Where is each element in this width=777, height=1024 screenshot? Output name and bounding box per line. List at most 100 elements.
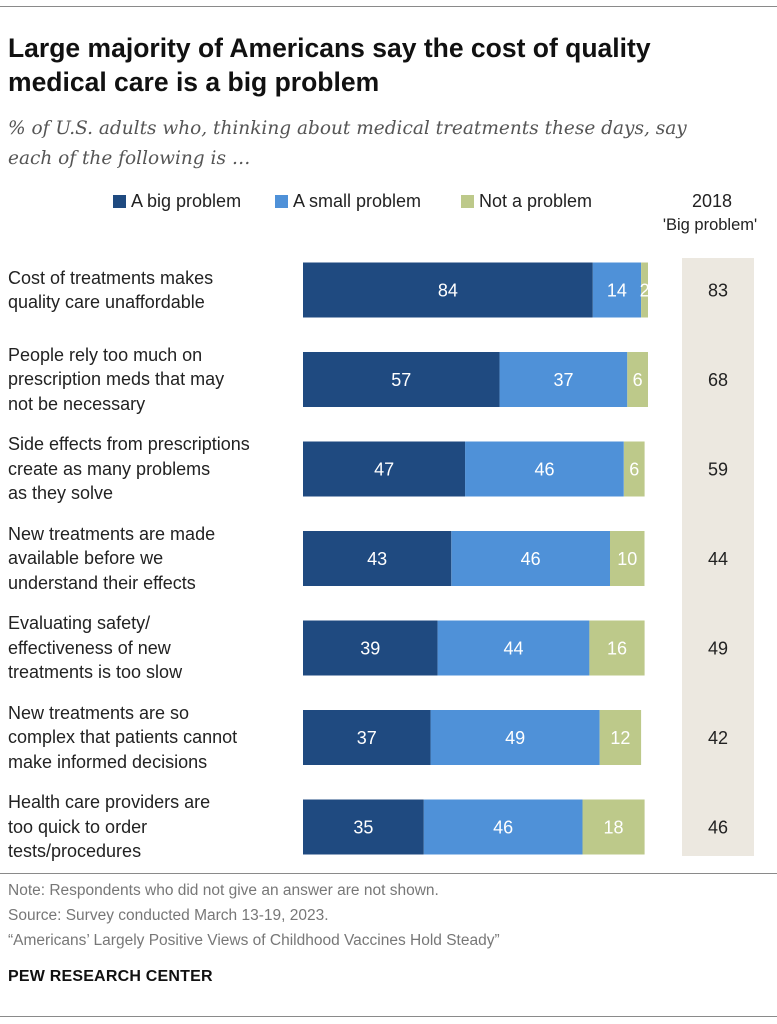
category-label-6-line-2: complex that patients cannot	[8, 727, 238, 748]
chart-subtitle: % of U.S. adults who, thinking about med…	[8, 114, 768, 174]
footer-report: “Americans’ Largely Positive Views of Ch…	[8, 932, 500, 949]
data-label-big-row-6: 37	[357, 728, 377, 748]
category-label-6-line-1: New treatments are so	[8, 702, 190, 723]
footer-rule	[0, 873, 777, 874]
chart-title-line-2: medical care is a big problem	[8, 67, 380, 97]
comparison-2018-value-row-6: 42	[708, 728, 728, 748]
category-label-3: Side effects from prescriptions create as…	[8, 432, 303, 506]
category-label-6-line-3: make informed decisions	[8, 751, 208, 772]
category-label-1-line-1: Cost of treatments makes	[8, 267, 214, 288]
bar-not-row-3	[623, 441, 645, 497]
data-label-small-row-6: 49	[505, 728, 525, 748]
legend-swatch-not-a-problem	[461, 194, 474, 208]
bar-small-row-6	[430, 710, 600, 765]
chart-subtitle-line-1: % of U.S. adults who, thinking about med…	[8, 118, 687, 139]
category-label-1: Cost of treatments makes quality care una…	[8, 266, 303, 315]
legend-item-not-a-problem: Not a problem	[461, 190, 592, 212]
category-label-5-line-2: effectiveness of new	[8, 637, 171, 658]
bar-not-row-7	[582, 799, 645, 855]
category-label-4-line-2: available before we	[8, 548, 164, 569]
category-label-2-line-2: prescription meds that may	[8, 369, 225, 390]
category-label-3-line-1: Side effects from prescriptions	[8, 434, 250, 455]
bar-big-row-1	[303, 262, 593, 318]
category-label-6: New treatments are so complex that patien…	[8, 701, 303, 775]
category-label-1-line-2: quality care unaffordable	[8, 292, 205, 312]
category-label-3-line-2: create as many problems	[8, 458, 211, 479]
data-label-not-row-2: 6	[633, 370, 643, 390]
bar-small-row-5	[437, 620, 590, 676]
category-label-4-line-3: understand their effects	[8, 572, 196, 593]
category-label-2: People rely too much on prescription meds…	[8, 343, 303, 417]
category-label-7-line-2: too quick to order	[8, 816, 148, 837]
bottom-rule	[0, 1016, 777, 1017]
chart-subtitle-line-2: each of the following is …	[8, 148, 251, 169]
chart-title-line-1: Large majority of Americans say the cost…	[8, 33, 651, 63]
data-label-not-row-4: 10	[617, 549, 637, 569]
data-label-small-row-4: 46	[521, 549, 541, 569]
category-label-4-line-1: New treatments are made	[8, 523, 216, 544]
bar-not-row-1	[641, 262, 648, 318]
legend-item-small-problem: A small problem	[275, 190, 421, 212]
comparison-2018-value-row-7: 46	[708, 818, 728, 838]
bar-small-row-4	[451, 531, 611, 586]
chart-title: Large majority of Americans say the cost…	[8, 31, 768, 99]
bar-big-row-2	[303, 352, 500, 407]
data-label-small-row-7: 46	[493, 818, 513, 838]
data-label-not-row-5: 16	[607, 639, 627, 659]
bar-not-row-4	[610, 531, 645, 586]
legend-item-big-problem: A big problem	[113, 190, 241, 212]
bar-small-row-2	[499, 352, 628, 407]
category-label-7: Health care providers are too quick to or…	[8, 790, 303, 864]
category-label-4: New treatments are made available before …	[8, 522, 303, 596]
comparison-2018-value-row-3: 59	[708, 460, 728, 480]
legend-swatch-small-problem	[275, 194, 288, 208]
bar-big-row-6	[303, 710, 431, 765]
bar-big-row-7	[303, 799, 424, 855]
category-label-2-line-1: People rely too much on	[8, 344, 203, 365]
bar-big-row-4	[303, 531, 452, 586]
category-label-7-line-3: tests/procedures	[8, 841, 142, 862]
category-label-7-line-1: Health care providers are	[8, 792, 211, 813]
data-label-small-row-5: 44	[503, 639, 523, 659]
comparison-2018-value-row-2: 68	[708, 370, 728, 390]
data-label-not-row-3: 6	[629, 460, 639, 480]
bar-big-row-3	[303, 441, 466, 497]
bar-small-row-7	[423, 799, 583, 855]
data-label-small-row-1: 14	[607, 281, 627, 301]
footer-note: Note: Respondents who did not give an an…	[8, 882, 439, 899]
legend-label-not-a-problem: Not a problem	[479, 190, 593, 211]
data-label-big-row-1: 84	[438, 281, 458, 301]
comparison-2018-value-row-4: 44	[708, 549, 728, 569]
top-rule	[0, 6, 777, 7]
data-label-not-row-6: 12	[610, 728, 630, 748]
comparison-2018-value-row-5: 49	[708, 639, 728, 659]
bar-not-row-5	[589, 620, 645, 676]
data-label-big-row-3: 47	[374, 460, 394, 480]
data-label-not-row-7: 18	[603, 818, 623, 838]
category-label-3-line-3: as they solve	[8, 483, 114, 504]
data-label-small-row-3: 46	[534, 460, 554, 480]
category-label-5-line-1: Evaluating safety/	[8, 613, 151, 634]
data-label-big-row-2: 57	[391, 370, 411, 390]
data-label-small-row-2: 37	[553, 370, 573, 390]
category-label-2-line-3: not be necessary	[8, 393, 146, 414]
category-label-5-line-3: treatments is too slow	[8, 662, 183, 683]
bar-big-row-5	[303, 620, 438, 676]
comparison-panel	[682, 258, 754, 856]
legend-swatch-big-problem	[113, 194, 126, 208]
data-label-big-row-5: 39	[360, 639, 380, 659]
bar-not-row-2	[627, 352, 648, 407]
bar-small-row-1	[592, 262, 642, 318]
data-label-big-row-4: 43	[367, 549, 387, 569]
data-label-not-row-1: 2	[640, 281, 650, 301]
legend-label-small-problem: A small problem	[293, 190, 422, 211]
bar-not-row-6	[599, 710, 642, 765]
comparison-column-subheader: 'Big problem'	[662, 216, 758, 234]
footer-source: Source: Survey conducted March 13-19, 20…	[8, 907, 329, 924]
comparison-column-header: 2018	[691, 191, 733, 211]
bar-small-row-3	[465, 441, 624, 497]
brand-name: PEW RESEARCH CENTER	[8, 968, 213, 985]
comparison-2018-value-row-1: 83	[708, 281, 728, 301]
data-label-big-row-7: 35	[353, 818, 373, 838]
